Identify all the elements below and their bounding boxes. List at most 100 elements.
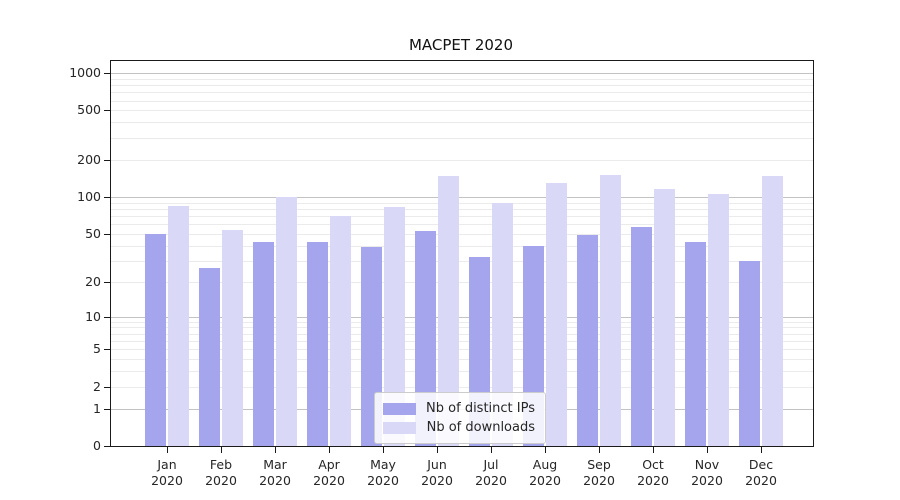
legend-swatch-downloads (383, 421, 416, 434)
x-tick-mark (491, 447, 492, 453)
x-tick-label: Sep 2020 (583, 457, 615, 488)
y-tick-mark (104, 110, 110, 112)
y-tick-mark (104, 159, 110, 161)
bar-downloads-apr (330, 215, 351, 446)
chart-title: MACPET 2020 (408, 36, 514, 54)
minor-gridline (111, 122, 813, 124)
minor-gridline (111, 110, 813, 112)
y-tick-mark (104, 196, 110, 198)
x-tick-mark (275, 447, 276, 453)
x-tick-label: Oct 2020 (637, 457, 669, 488)
y-tick-label: 100 (77, 188, 101, 204)
minor-gridline (111, 100, 813, 102)
legend: Nb of distinct IPs Nb of downloads (374, 392, 546, 444)
y-tick-label: 200 (77, 151, 101, 167)
bar-downloads-jun (438, 176, 459, 446)
minor-gridline (111, 386, 813, 388)
major-gridline (111, 196, 813, 198)
minor-gridline (111, 224, 813, 226)
y-tick-mark (104, 316, 110, 318)
x-tick-label: Jul 2020 (475, 457, 507, 488)
bar-downloads-jul (492, 203, 513, 446)
x-tick-mark (221, 447, 222, 453)
minor-gridline (111, 92, 813, 94)
y-tick-label: 50 (85, 225, 101, 241)
y-tick-label: 1 (93, 400, 101, 416)
x-tick-mark (545, 447, 546, 453)
bar-downloads-feb (222, 229, 243, 446)
x-tick-mark (653, 447, 654, 453)
minor-gridline (111, 321, 813, 323)
x-tick-label: Feb 2020 (205, 457, 237, 488)
y-tick-mark (104, 349, 110, 351)
x-tick-mark (383, 447, 384, 453)
minor-gridline (111, 349, 813, 351)
x-tick-mark (329, 447, 330, 453)
minor-gridline (111, 208, 813, 210)
y-tick-mark (104, 386, 110, 388)
bar-distinct-ips-nov (685, 241, 706, 446)
bar-downloads-sep (600, 175, 621, 446)
x-tick-label: Aug 2020 (529, 457, 561, 488)
bar-downloads-oct (654, 188, 675, 446)
minor-gridline (111, 202, 813, 204)
bar-distinct-ips-sep (577, 234, 598, 446)
bar-downloads-nov (708, 194, 729, 446)
legend-label-downloads: Nb of downloads (426, 420, 535, 435)
y-tick-mark (104, 233, 110, 235)
x-tick-mark (707, 447, 708, 453)
bar-distinct-ips-apr (307, 241, 328, 446)
y-tick-mark (104, 408, 110, 410)
x-tick-label: Nov 2020 (691, 457, 723, 488)
bar-distinct-ips-oct (631, 226, 652, 446)
y-tick-label: 20 (85, 273, 101, 289)
y-tick-mark (104, 281, 110, 283)
y-tick-label: 2 (93, 378, 101, 394)
bar-downloads-aug (546, 182, 567, 446)
y-tick-mark (104, 73, 110, 74)
minor-gridline (111, 85, 813, 87)
bar-downloads-dec (762, 175, 783, 446)
x-tick-label: Mar 2020 (259, 457, 291, 488)
bar-distinct-ips-feb (199, 268, 220, 446)
bar-distinct-ips-dec (739, 260, 760, 446)
x-tick-label: May 2020 (367, 457, 399, 488)
minor-gridline (111, 78, 813, 80)
x-tick-mark (437, 447, 438, 453)
x-tick-label: Apr 2020 (313, 457, 345, 488)
minor-gridline (111, 359, 813, 361)
minor-gridline (111, 327, 813, 329)
x-tick-mark (761, 447, 762, 453)
minor-gridline (111, 260, 813, 262)
major-gridline (111, 316, 813, 318)
y-tick-label: 500 (77, 102, 101, 118)
x-tick-label: Jun 2020 (421, 457, 453, 488)
legend-swatch-distinct-ips (383, 402, 416, 415)
minor-gridline (111, 341, 813, 342)
bar-distinct-ips-jan (145, 233, 166, 446)
y-tick-label: 5 (93, 341, 101, 357)
minor-gridline (111, 233, 813, 235)
minor-gridline (111, 371, 813, 373)
minor-gridline (111, 245, 813, 247)
bar-downloads-mar (276, 197, 297, 446)
minor-gridline (111, 281, 813, 283)
major-gridline (111, 73, 813, 74)
bar-downloads-jan (168, 205, 189, 446)
legend-row-distinct-ips: Nb of distinct IPs (383, 399, 535, 418)
x-tick-label: Jan 2020 (151, 457, 183, 488)
y-tick-label: 0 (93, 438, 101, 453)
x-tick-mark (599, 447, 600, 453)
minor-gridline (111, 137, 813, 139)
minor-gridline (111, 159, 813, 161)
y-tick-mark (104, 446, 110, 447)
plot-area: 0 1 2 5 10 20 50 100 200 500 1000 Jan 2020 Feb 2020 Ma… (69, 60, 814, 488)
y-tick-label: 10 (85, 308, 101, 324)
minor-gridline (111, 215, 813, 217)
x-tick-mark (167, 447, 168, 453)
legend-label-distinct-ips: Nb of distinct IPs (426, 401, 535, 416)
bar-distinct-ips-mar (253, 241, 274, 446)
x-tick-label: Dec 2020 (745, 457, 777, 488)
legend-row-downloads: Nb of downloads (383, 418, 535, 437)
